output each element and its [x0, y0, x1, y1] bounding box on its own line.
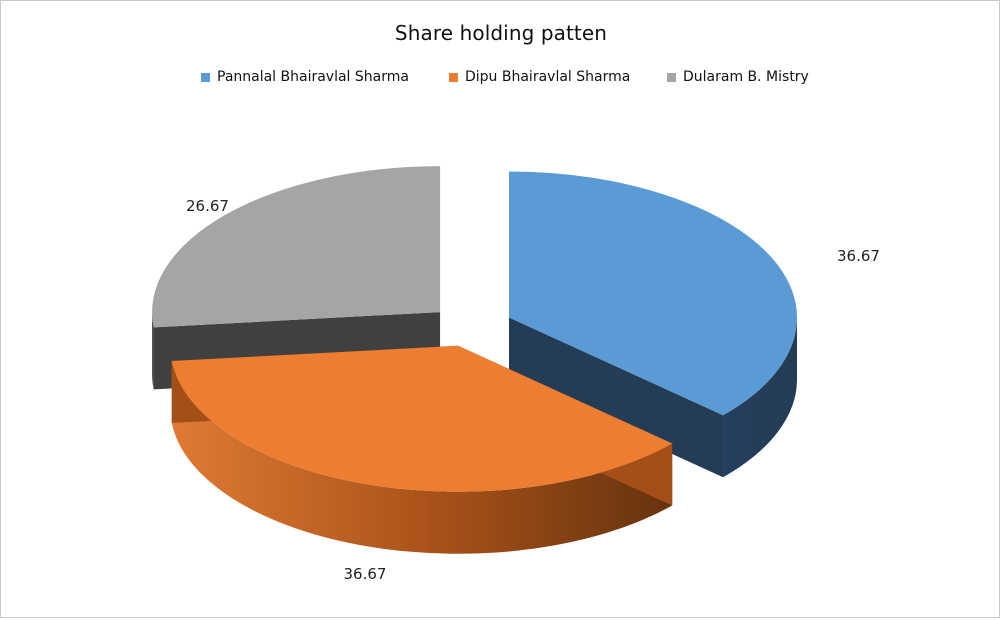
legend-label-pannalal: Pannalal Bhairavlal Sharma: [217, 69, 409, 85]
slice-outer-wall-dularam: [152, 312, 154, 390]
legend-label-dipu: Dipu Bhairavlal Sharma: [465, 69, 631, 85]
legend-swatch-dipu: [449, 72, 458, 82]
legend: Pannalal Bhairavlal Sharma Dipu Bhairavl…: [1, 69, 1001, 89]
slice-top-pannalal: [509, 171, 798, 416]
slice-outer-wall-dipu: [171, 361, 673, 554]
slice-side-pannalal: [509, 317, 798, 478]
slice-outer-wall-pannalal: [723, 317, 798, 478]
legend-label-dularam: Dularam B. Mistry: [683, 69, 809, 85]
slice-top-dipu: [171, 345, 673, 492]
legend-swatch-pannalal: [201, 72, 210, 82]
legend-item-pannalal: Pannalal Bhairavlal Sharma: [201, 69, 409, 85]
legend-item-dularam: Dularam B. Mistry: [667, 69, 809, 85]
slice-cut-wall-pannalal-1: [509, 317, 724, 478]
data-label-dipu: 36.67: [344, 565, 387, 583]
slice-top-dularam: [152, 166, 441, 328]
legend-item-dipu: Dipu Bhairavlal Sharma: [449, 69, 630, 85]
data-label-dularam: 26.67: [186, 197, 229, 215]
data-label-pannalal: 36.67: [837, 247, 880, 265]
legend-swatch-dularam: [667, 72, 676, 82]
chart-title: Share holding patten: [394, 21, 608, 45]
